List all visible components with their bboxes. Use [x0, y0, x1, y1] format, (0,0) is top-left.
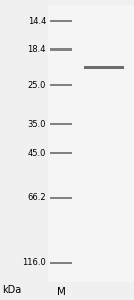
Text: 14.4: 14.4 [28, 16, 46, 26]
Text: M: M [57, 287, 65, 297]
Bar [50, 196, 72, 199]
Bar [50, 152, 72, 154]
Bar [48, 5, 134, 282]
Text: 25.0: 25.0 [28, 80, 46, 89]
Text: 35.0: 35.0 [27, 119, 46, 128]
Bar [84, 66, 124, 69]
Text: kDa: kDa [2, 285, 21, 295]
Text: 45.0: 45.0 [28, 148, 46, 158]
Text: 116.0: 116.0 [22, 258, 46, 267]
Bar [50, 262, 72, 264]
Bar [50, 84, 72, 86]
Text: 66.2: 66.2 [27, 193, 46, 202]
Text: 18.4: 18.4 [27, 45, 46, 54]
Bar [50, 123, 72, 125]
Bar [50, 20, 72, 22]
Bar [50, 48, 72, 51]
